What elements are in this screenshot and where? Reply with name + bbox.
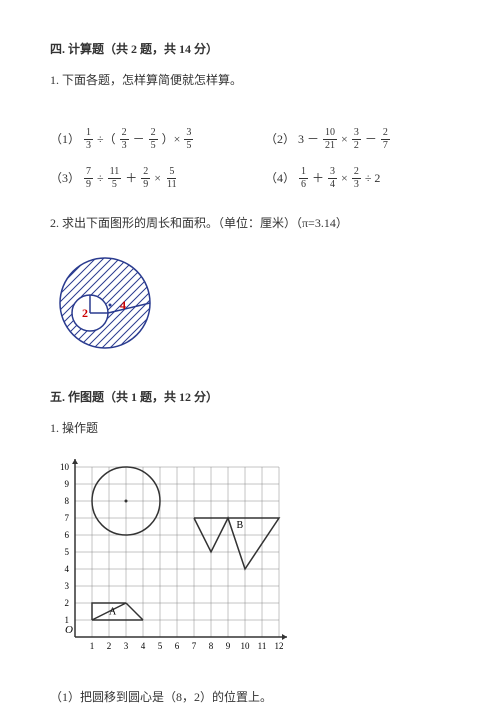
section4-title: 四. 计算题（共 2 题，共 14 分） <box>50 40 450 59</box>
svg-text:1: 1 <box>90 641 95 651</box>
formula-2: （2） 3 － 1021 × 32 － 27 <box>235 128 450 151</box>
f3-div1: ÷ <box>97 169 104 188</box>
svg-text:7: 7 <box>65 513 70 523</box>
f3-plus: ＋ <box>125 169 137 188</box>
f4-2: 2 <box>374 169 380 188</box>
f3-num2: 11 <box>108 167 122 179</box>
f3-num3: 2 <box>141 167 150 179</box>
f1-minus: － <box>133 130 145 149</box>
svg-text:9: 9 <box>226 641 231 651</box>
svg-text:4: 4 <box>141 641 146 651</box>
f1-num3: 2 <box>149 128 158 140</box>
f2-den1: 21 <box>323 140 337 151</box>
svg-text:10: 10 <box>60 462 70 472</box>
f2-minus: － <box>307 130 319 149</box>
section5-title: 五. 作图题（共 1 题，共 12 分） <box>50 388 450 407</box>
svg-text:4: 4 <box>120 298 126 312</box>
formula-3: （3） 79 ÷ 115 ＋ 29 × 511 <box>50 167 235 190</box>
svg-text:10: 10 <box>241 641 251 651</box>
f4-div: ÷ <box>365 169 372 188</box>
f1-num2: 2 <box>120 128 129 140</box>
svg-text:3: 3 <box>124 641 129 651</box>
f4-num3: 2 <box>352 167 361 179</box>
svg-text:A: A <box>109 607 117 618</box>
svg-text:B: B <box>237 520 244 531</box>
f4-den3: 3 <box>352 179 361 190</box>
f4-mul: × <box>341 169 348 188</box>
f3-num1: 7 <box>84 167 93 179</box>
svg-text:5: 5 <box>158 641 163 651</box>
f1-den1: 3 <box>84 140 93 151</box>
f3-den2: 5 <box>110 179 119 190</box>
svg-text:11: 11 <box>258 641 267 651</box>
f1-den3: 5 <box>149 140 158 151</box>
formula-1: （1） 13 ÷（ 23 － 25 ）× 35 <box>50 128 235 151</box>
svg-text:6: 6 <box>175 641 180 651</box>
svg-text:9: 9 <box>65 479 70 489</box>
f2-num2: 3 <box>352 128 361 140</box>
formula-4-label: （4） <box>265 169 295 188</box>
formula-4: （4） 16 ＋ 34 × 23 ÷ 2 <box>235 167 450 190</box>
section5-q1: 1. 操作题 <box>50 419 450 438</box>
svg-text:3: 3 <box>65 581 70 591</box>
section4-q1: 1. 下面各题，怎样算简便就怎样算。 <box>50 71 450 90</box>
f3-den3: 9 <box>141 179 150 190</box>
svg-text:2: 2 <box>107 641 112 651</box>
svg-text:5: 5 <box>65 547 70 557</box>
f2-den3: 7 <box>381 140 390 151</box>
formula-row-1: （1） 13 ÷（ 23 － 25 ）× 35 （2） 3 － 1021 × 3… <box>50 128 450 151</box>
grid-diagram: O12345678910111212345678910BA <box>50 452 450 668</box>
f3-den1: 9 <box>84 179 93 190</box>
f4-plus: ＋ <box>312 169 324 188</box>
f2-3: 3 <box>298 130 304 149</box>
svg-text:4: 4 <box>65 564 70 574</box>
f1-close: ）× <box>162 130 181 149</box>
f4-num1: 1 <box>299 167 308 179</box>
f4-den2: 4 <box>328 179 337 190</box>
f3-mul: × <box>154 169 161 188</box>
formula-row-2: （3） 79 ÷ 115 ＋ 29 × 511 （4） 16 ＋ 34 × 23… <box>50 167 450 190</box>
svg-text:8: 8 <box>209 641 214 651</box>
f2-minus2: － <box>365 130 377 149</box>
formula-2-label: （2） <box>265 130 295 149</box>
f1-num1: 1 <box>84 128 93 140</box>
f1-div1: ÷（ <box>97 130 116 149</box>
section5-sub1: （1）把圆移到圆心是（8，2）的位置上。 <box>50 688 450 707</box>
svg-text:6: 6 <box>65 530 70 540</box>
svg-text:8: 8 <box>65 496 70 506</box>
svg-text:12: 12 <box>275 641 284 651</box>
f1-den4: 5 <box>184 140 193 151</box>
svg-text:O: O <box>65 624 73 636</box>
f1-den2: 3 <box>120 140 129 151</box>
svg-text:1: 1 <box>65 615 70 625</box>
formula-1-label: （1） <box>50 130 80 149</box>
f3-num4: 5 <box>167 167 176 179</box>
svg-text:2: 2 <box>65 598 70 608</box>
f3-den4: 11 <box>165 179 179 190</box>
svg-text:7: 7 <box>192 641 197 651</box>
f2-num3: 2 <box>381 128 390 140</box>
f4-num2: 3 <box>328 167 337 179</box>
formula-3-label: （3） <box>50 169 80 188</box>
f2-den2: 2 <box>352 140 361 151</box>
f4-den1: 6 <box>299 179 308 190</box>
f1-num4: 3 <box>184 128 193 140</box>
f2-mul: × <box>341 130 348 149</box>
svg-text:2: 2 <box>82 306 88 320</box>
section4-q2: 2. 求出下面图形的周长和面积。（单位：厘米）（π=3.14） <box>50 214 450 233</box>
f2-num1: 10 <box>323 128 337 140</box>
circle-diagram: 24 <box>50 248 450 364</box>
